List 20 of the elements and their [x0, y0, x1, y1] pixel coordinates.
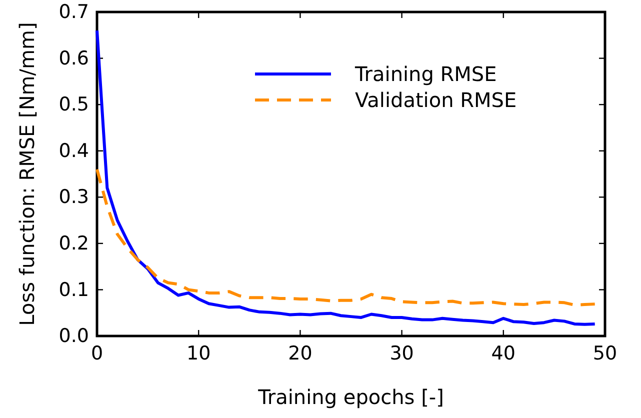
y-tick-label: 0.3: [58, 186, 89, 208]
x-tick-label: 10: [186, 342, 211, 364]
x-tick-label: 0: [90, 342, 104, 364]
legend-label: Validation RMSE: [355, 88, 517, 112]
x-axis-title: Training epochs [-]: [257, 385, 444, 409]
y-tick-label: 0.7: [58, 1, 89, 24]
line-series: [96, 168, 596, 306]
legend-label: Training RMSE: [354, 62, 497, 86]
x-tick-label: 30: [390, 342, 414, 364]
y-tick-label: 0.2: [58, 232, 89, 255]
y-tick-label: 0.0: [58, 325, 89, 348]
y-axis-title: Loss function: RMSE [Nm/mm]: [15, 22, 39, 326]
x-tick-label: 20: [288, 342, 312, 364]
x-tick-label: 50: [592, 342, 618, 364]
line-series: [96, 29, 596, 326]
y-tick-label: 0.6: [58, 47, 89, 70]
y-tick-label: 0.1: [58, 278, 89, 301]
y-tick-label: 0.4: [58, 140, 89, 162]
x-tick-label: 40: [491, 342, 516, 364]
y-tick-label: 0.5: [58, 94, 89, 116]
